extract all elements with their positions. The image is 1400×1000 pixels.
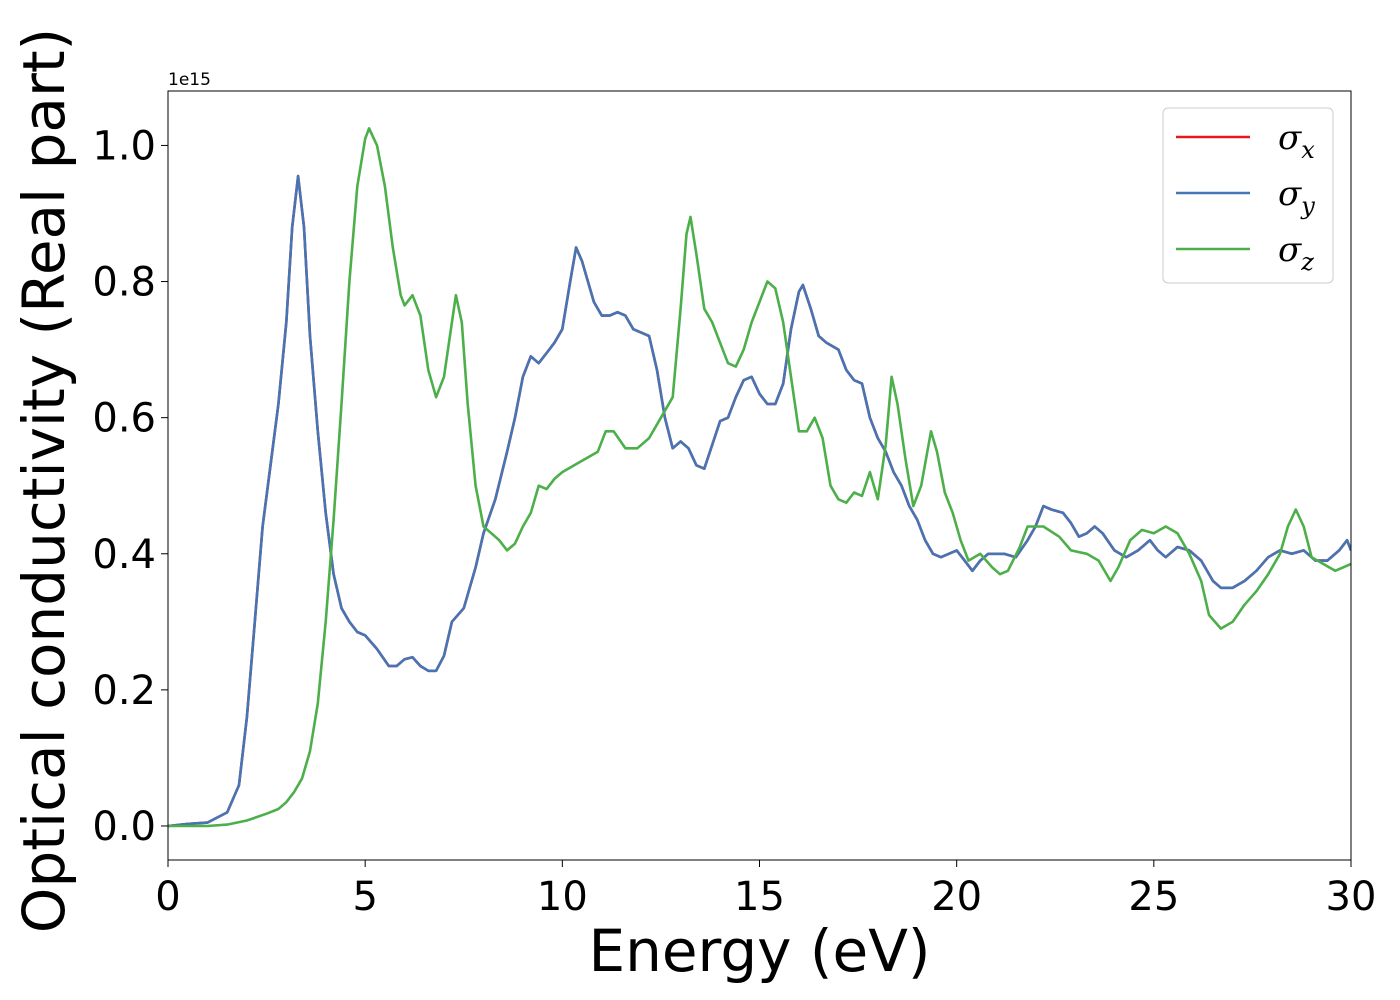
legend-label-x: σx <box>1278 118 1315 164</box>
legend-label-y: σy <box>1278 174 1315 220</box>
x-axis-label: Energy (eV) <box>588 917 930 985</box>
x-tick-label: 10 <box>537 874 588 920</box>
x-tick-label: 5 <box>352 874 377 920</box>
y-tick-label: 0.4 <box>92 532 156 578</box>
legend-box <box>1162 107 1334 284</box>
y-axis: 0.0 0.2 0.4 0.6 0.8 1.0 <box>92 123 168 850</box>
y-tick-label: 0.2 <box>92 668 156 714</box>
x-tick-label: 15 <box>734 874 785 920</box>
y-tick-label: 1.0 <box>92 123 156 169</box>
x-axis: 0 5 10 15 20 25 30 <box>155 860 1376 920</box>
series-layer <box>168 127 1351 828</box>
legend-label-z: σz <box>1278 230 1314 276</box>
legend: σx σy σz <box>1162 107 1334 284</box>
y-tick-label: 0.6 <box>92 396 156 442</box>
y-offset-text: 1e15 <box>168 70 211 90</box>
series-line-z <box>168 127 1351 828</box>
y-axis-label: Optical conductivity (Real part) <box>10 28 78 933</box>
x-tick-label: 25 <box>1128 874 1179 920</box>
x-tick-label: 30 <box>1326 874 1377 920</box>
series-line-y <box>168 174 1351 828</box>
x-tick-label: 0 <box>155 874 180 920</box>
y-tick-label: 0.8 <box>92 260 156 306</box>
y-tick-label: 0.0 <box>92 804 156 850</box>
x-tick-label: 20 <box>931 874 982 920</box>
